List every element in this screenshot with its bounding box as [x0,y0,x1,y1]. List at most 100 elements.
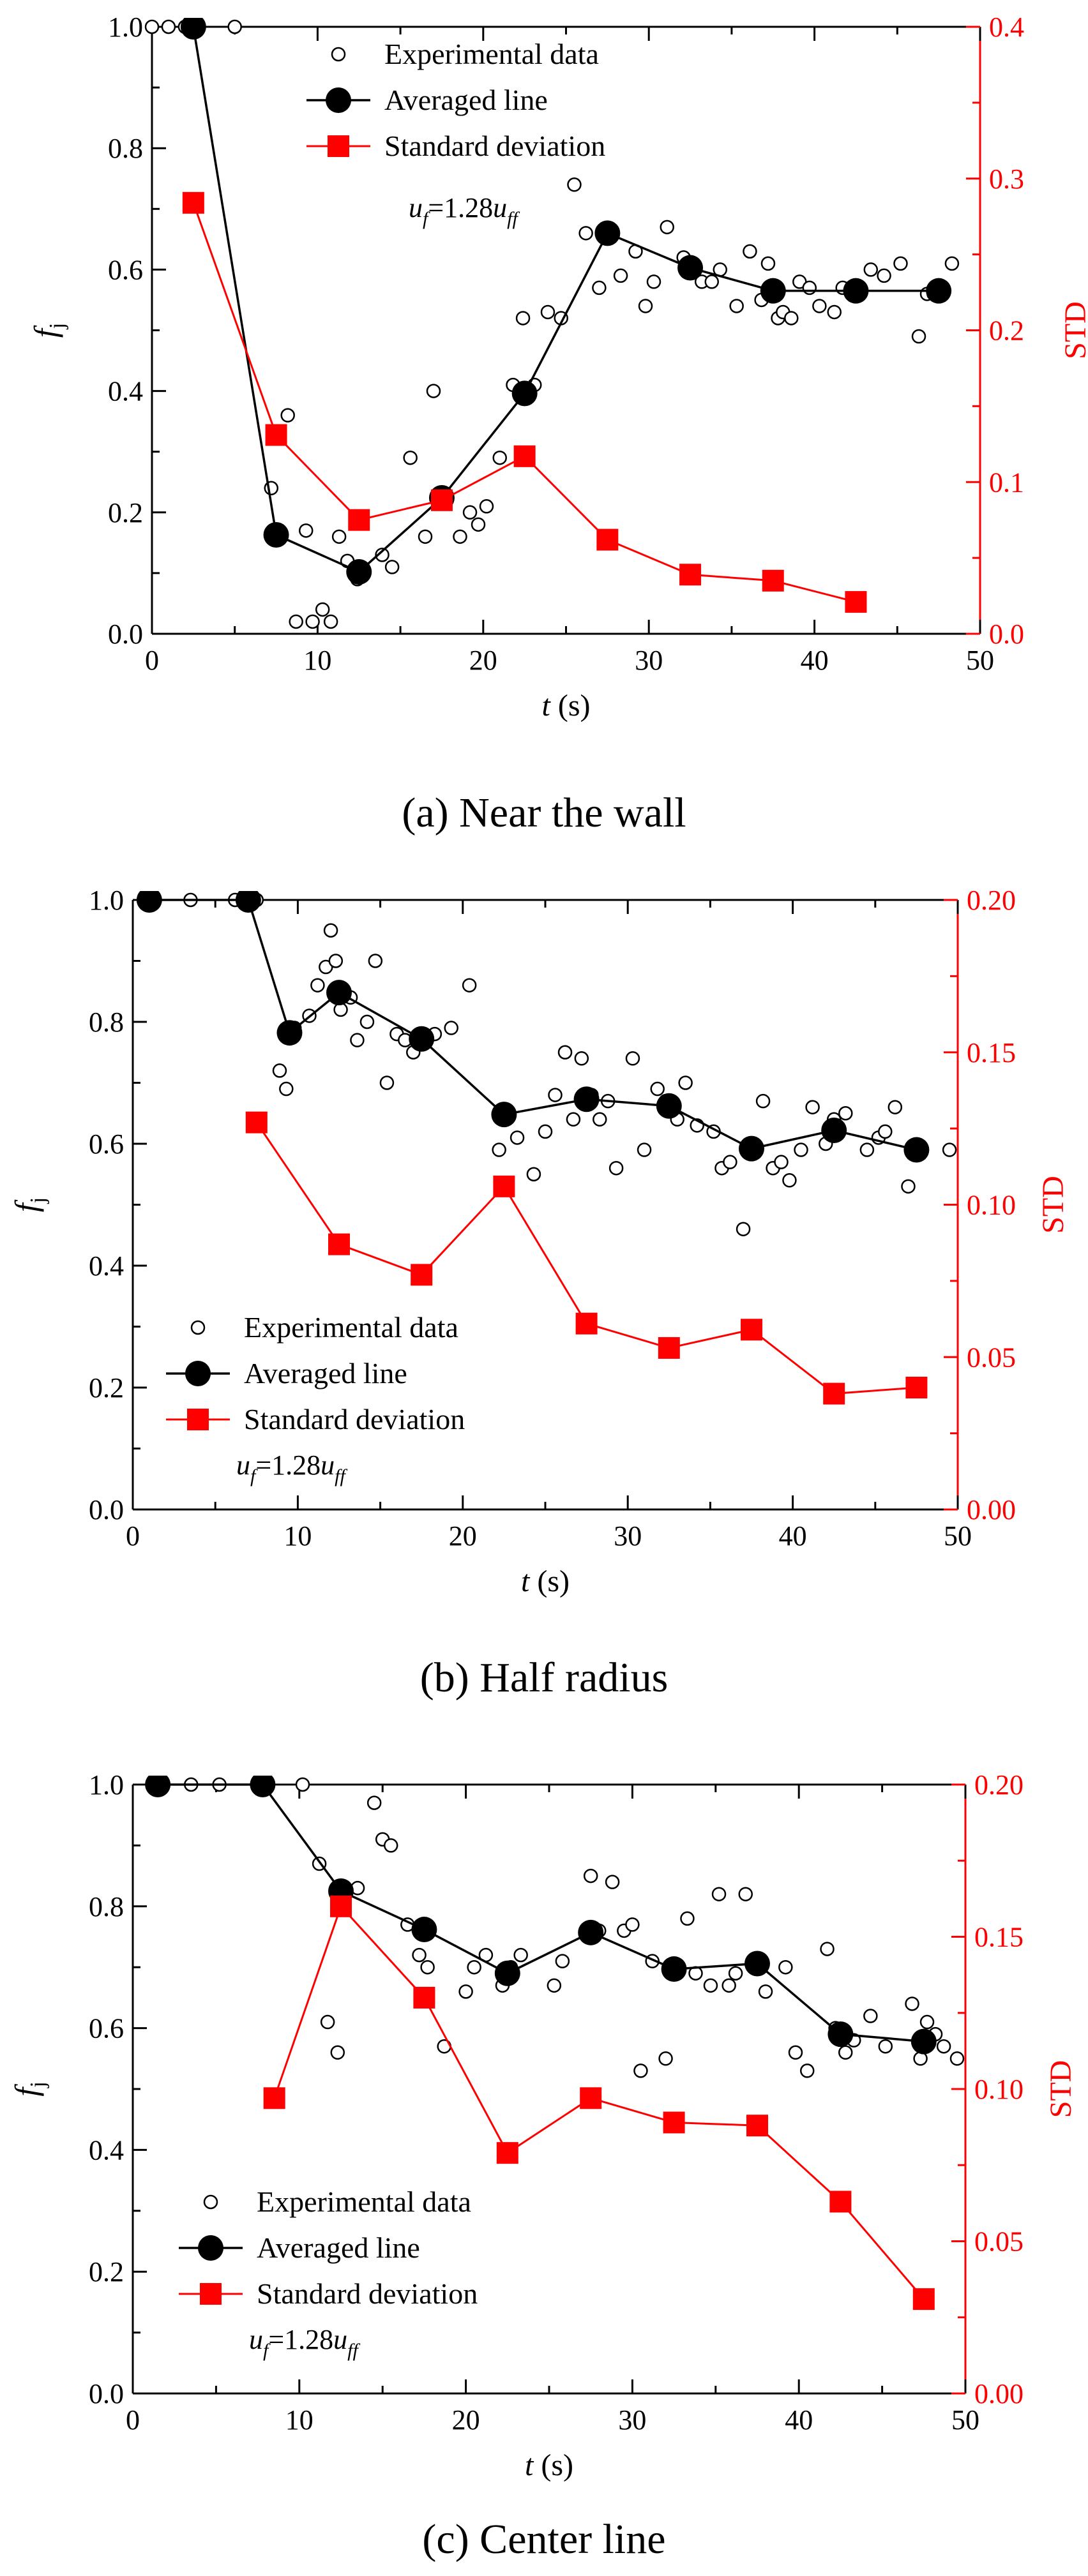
experimental-point [827,304,842,320]
experimental-point [592,280,607,296]
y-tick-label: 0.4 [89,1250,124,1282]
experimental-point [298,523,314,538]
experimental-point [548,1088,563,1102]
std-point [580,2087,602,2109]
std-point [245,1111,268,1134]
experimental-point [515,311,531,326]
experimental-point [859,1142,875,1157]
experimental-point [888,1100,903,1114]
legend-symbol-averaged [185,1361,211,1386]
flow-velocity-note: uf=1.28uff [409,192,520,229]
experimental-point [479,499,494,514]
legend-label: Experimental data [257,2185,471,2218]
x-tick-label: 50 [951,2404,979,2436]
experimental-point [453,529,467,544]
experimental-point [526,1167,541,1181]
y2-axis-label: STD [1036,1176,1070,1234]
y2-tick-label: 0.1 [989,467,1024,498]
x-tick-label: 30 [618,2404,646,2436]
experimental-point [805,1100,820,1114]
averaged-point [511,380,538,407]
x-tick-label: 0 [145,645,159,676]
std-point [513,445,536,467]
averaged-point [411,1917,437,1943]
plot-area [144,18,960,629]
experimental-point [492,450,507,465]
y2-tick-label: 0.15 [974,1922,1024,1953]
averaged-point [903,1137,930,1163]
experimental-point [820,1942,835,1956]
y-tick-label: 1.0 [89,1769,124,1801]
x-tick-label: 20 [452,2404,480,2436]
y2-tick-label: 0.05 [974,2226,1024,2258]
y-axis-label: fj [8,1197,50,1212]
experimental-point [738,1887,753,1901]
std-point [330,1895,352,1917]
experimental-point [295,1777,310,1792]
experimental-point [812,299,827,313]
y-tick-label: 0.8 [89,1891,124,1922]
averaged-point [263,521,289,548]
experimental-point [723,1155,737,1169]
panel-caption: (b) Half radius [420,1654,669,1701]
x-tick-label: 0 [126,1520,140,1552]
std-point [658,1337,680,1359]
legend-symbol-experimental [203,2194,218,2210]
x-tick-label: 10 [285,2404,314,2436]
experimental-point [315,602,330,617]
experimental-point [758,1984,773,1999]
experimental-point [605,1875,620,1889]
averaged-point [843,278,869,304]
experimental-point [555,1954,570,1968]
experimental-point [728,1966,743,1981]
experimental-point [784,311,799,326]
std-point [823,1382,845,1405]
experimental-point [412,1947,427,1963]
averaged-point [276,1020,303,1046]
y2-tick-label: 0.05 [967,1342,1016,1373]
legend-label: Standard deviation [384,130,605,162]
flow-velocity-note: uf=1.28uff [249,2324,361,2361]
y-tick-label: 0.2 [108,497,143,528]
experimental-point [557,1045,573,1060]
y-axis-label: fj [8,2081,50,2096]
experimental-point [944,256,960,271]
averaged-point [494,1960,520,1986]
experimental-point [799,2063,815,2078]
experimental-point [310,978,325,992]
y2-tick-label: 0.3 [989,163,1024,195]
experimental-point [788,2045,803,2060]
y2-tick-label: 0.2 [989,315,1024,347]
experimental-point [638,299,653,313]
experimental-point [729,299,744,313]
experimental-point [877,268,891,283]
averaged-point [136,891,162,913]
x-tick-label: 30 [614,1520,642,1552]
experimental-point [272,1063,287,1078]
legend-symbol-std [328,135,349,157]
legend-label: Experimental data [384,38,599,70]
y2-tick-label: 0.00 [967,1494,1016,1525]
experimental-point [613,268,628,283]
std-point [493,1175,515,1197]
legend-label: Standard deviation [244,1403,465,1435]
experimental-point [863,262,879,277]
experimental-point [444,1021,458,1035]
averaged-point [145,1776,171,1797]
legend-symbol-averaged [326,87,351,113]
experimental-point [331,529,347,544]
experimental-point [383,1838,398,1853]
experimental-point [144,19,160,34]
x-tick-label: 10 [283,1520,312,1552]
std-point [265,424,287,446]
experimental-point [328,954,344,968]
averaged-point [739,1135,764,1162]
experimental-point [774,1155,789,1169]
std-point [679,564,702,586]
experimental-point [949,2051,965,2066]
std-point [182,191,204,214]
averaged-point [180,18,206,40]
experimental-point [359,1014,375,1030]
experimental-point [426,384,441,398]
experimental-point [650,1081,665,1097]
